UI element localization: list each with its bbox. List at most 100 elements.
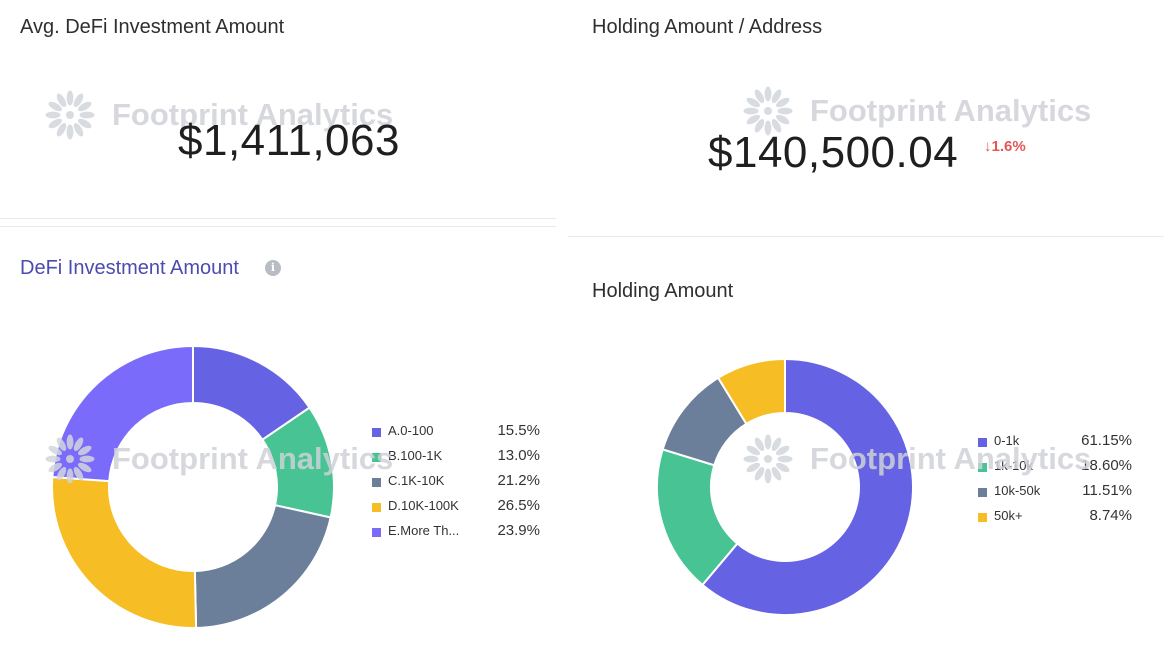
sunburst-petal [746, 445, 760, 456]
legend-value: 21.2% [497, 472, 540, 489]
sunburst-logo-icon [743, 434, 793, 484]
legend-item[interactable]: E.More Th... 23.9% [372, 520, 540, 545]
sunburst-petal [771, 89, 782, 103]
legend-value: 15.5% [497, 422, 540, 439]
sunburst-center [66, 455, 74, 463]
sunburst-logo-icon [45, 90, 95, 140]
sunburst-petal [79, 455, 95, 463]
sunburst-center [764, 107, 772, 115]
delta-badge: ↓1.6% [984, 138, 1026, 155]
legend-item[interactable]: 1k-10k 18.60% [978, 455, 1132, 480]
info-icon[interactable]: i [265, 260, 281, 276]
sunburst-petal [754, 467, 765, 481]
sunburst-petal [776, 462, 790, 473]
holding-amount-title: Holding Amount [592, 280, 734, 302]
sunburst-petal [743, 455, 759, 463]
legend-label: C.1K-10K [388, 473, 445, 488]
legend-item[interactable]: 10k-50k 11.51% [978, 480, 1132, 505]
sunburst-petal [48, 462, 62, 473]
sunburst-petal [746, 114, 760, 125]
donut-slice[interactable] [716, 357, 786, 426]
legend-item[interactable]: C.1K-10K 21.2% [372, 470, 540, 495]
legend-item[interactable]: D.10K-100K 26.5% [372, 495, 540, 520]
donut-slice[interactable] [51, 475, 198, 629]
sunburst-petal [78, 462, 92, 473]
sunburst-petal [746, 462, 760, 473]
sunburst-petal [776, 114, 790, 125]
legend-swatch [978, 513, 987, 522]
divider [0, 218, 556, 219]
legend-swatch [372, 528, 381, 537]
sunburst-petal [776, 97, 790, 108]
sunburst-petal [764, 120, 772, 136]
legend-swatch [372, 503, 381, 512]
sunburst-petal [73, 437, 84, 451]
sunburst-petal [754, 89, 765, 103]
sunburst-petal [777, 107, 793, 115]
sunburst-petal [771, 437, 782, 451]
legend-swatch [372, 478, 381, 487]
sunburst-petal [754, 119, 765, 133]
watermark-text: Footprint Analytics [112, 441, 394, 476]
watermark: Footprint Analytics [736, 432, 1091, 486]
legend-item[interactable]: 50k+ 8.74% [978, 505, 1132, 530]
holding-per-address-card: Holding Amount / Address Footprint Analy… [572, 0, 1164, 232]
donut-slice[interactable] [193, 503, 332, 629]
holding-per-address-value: $140,500.04 [708, 128, 959, 177]
sunburst-petal [56, 93, 67, 107]
sunburst-petal [78, 101, 92, 112]
sunburst-petal [48, 101, 62, 112]
avg-investment-card: Avg. DeFi Investment Amount Footprint An… [0, 0, 556, 216]
sunburst-petal [73, 123, 84, 137]
defi-investment-donut [51, 344, 335, 629]
sunburst-logo-icon [743, 86, 793, 136]
watermark-text: Footprint Analytics [112, 97, 394, 132]
sunburst-petal [73, 93, 84, 107]
defi-investment-legend: A.0-100 15.5% B.100-1K 13.0% C.1K-10K 21… [372, 420, 540, 545]
sunburst-petal [45, 455, 61, 463]
legend-value: 26.5% [497, 497, 540, 514]
sunburst-petal [48, 118, 62, 129]
avg-investment-title: Avg. DeFi Investment Amount [20, 16, 285, 38]
sunburst-petal [764, 468, 772, 484]
legend-value: 8.74% [1089, 507, 1132, 524]
divider [0, 226, 556, 227]
legend-label: E.More Th... [388, 523, 460, 538]
watermark: Footprint Analytics [736, 84, 1091, 138]
defi-investment-title[interactable]: DeFi Investment Amount [20, 257, 239, 279]
sunburst-petal [777, 455, 793, 463]
sunburst-petal [746, 97, 760, 108]
holding-per-address-title: Holding Amount / Address [592, 16, 823, 38]
sunburst-petal [771, 467, 782, 481]
sunburst-petal [48, 445, 62, 456]
legend-swatch [372, 453, 381, 462]
legend-item[interactable]: 0-1k 61.15% [978, 430, 1132, 455]
watermark: Footprint Analytics [38, 432, 393, 486]
legend-swatch [978, 463, 987, 472]
sunburst-petal [66, 90, 74, 106]
legend-swatch [978, 438, 987, 447]
sunburst-petal [764, 434, 772, 450]
sunburst-petal [66, 434, 74, 450]
watermark: Footprint Analytics [38, 88, 393, 142]
sunburst-petal [771, 119, 782, 133]
sunburst-petal [45, 111, 61, 119]
watermark-text: Footprint Analytics [810, 93, 1092, 128]
legend-label: A.0-100 [388, 423, 434, 438]
legend-value: 23.9% [497, 522, 540, 539]
legend-item[interactable]: B.100-1K 13.0% [372, 445, 540, 470]
legend-label: 10k-50k [994, 483, 1041, 498]
legend-item[interactable]: A.0-100 15.5% [372, 420, 540, 445]
legend-label: 50k+ [994, 508, 1023, 523]
legend-value: 18.60% [1081, 457, 1132, 474]
sunburst-petal [764, 86, 772, 102]
legend-value: 11.51% [1082, 482, 1132, 499]
sunburst-petal [78, 118, 92, 129]
holding-amount-donut [656, 357, 914, 616]
sunburst-petal [754, 437, 765, 451]
legend-label: D.10K-100K [388, 498, 459, 513]
donut-slice[interactable] [701, 357, 914, 616]
sunburst-logo-icon [45, 434, 95, 484]
avg-investment-value: $1,411,063 [178, 116, 400, 165]
defi-investment-card: DeFi Investment Amount i Footprint Analy… [0, 240, 556, 657]
